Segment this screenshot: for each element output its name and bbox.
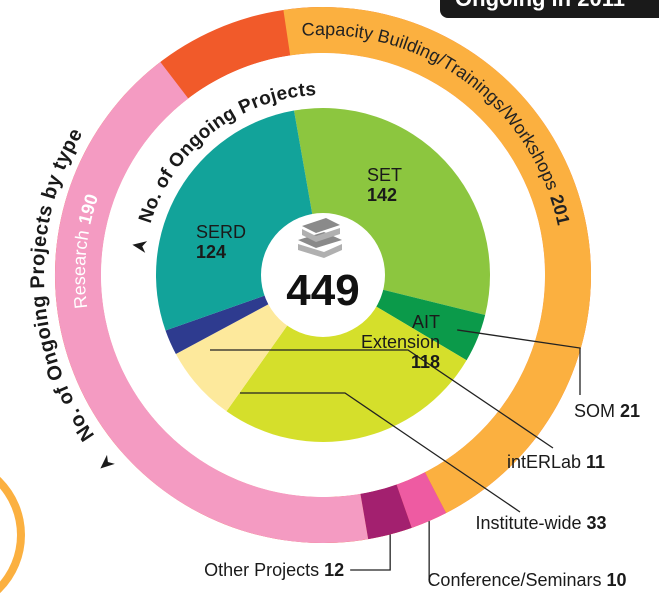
label-name: Other Projects (204, 560, 319, 580)
leader-label: intERLab 11 (507, 452, 605, 472)
slice-name: AIT Extension (360, 312, 440, 352)
badge (440, 0, 659, 18)
slice-label: SERD 124 (196, 222, 276, 262)
slice-value: 142 (367, 185, 398, 205)
label-name: intERLab (507, 452, 581, 472)
label-value: 33 (587, 513, 607, 533)
leader-line (350, 534, 391, 571)
label-value: 11 (586, 452, 605, 472)
leader-line (210, 349, 554, 449)
slice-name: SET (367, 165, 403, 185)
label-value: 12 (324, 560, 344, 580)
leader-line (457, 329, 581, 395)
slice-name: SERD (196, 222, 247, 242)
leader-label: Conference/Seminars 10 (427, 570, 626, 590)
label-value: 10 (607, 570, 627, 590)
arrow (132, 241, 148, 253)
book (298, 244, 342, 258)
slice-label: AIT Extension 118 (350, 312, 440, 372)
leader-label: SOM 21 (574, 401, 640, 421)
book (302, 228, 340, 242)
badge-text: Ongoing in 2011 (455, 0, 625, 11)
leader-line (240, 392, 521, 513)
leader-label: Other Projects 12 (204, 560, 344, 580)
slice-value: 124 (196, 242, 227, 262)
arrow (100, 454, 115, 469)
ring-segment (283, 7, 591, 514)
label-name: Conference/Seminars (427, 570, 601, 590)
ring-segment (54, 61, 369, 543)
total: 449 (286, 266, 359, 315)
label-name: SOM (574, 401, 615, 421)
slice-value: 118 (410, 352, 440, 372)
pie-slice (226, 275, 467, 443)
decor-circle-inner (0, 488, 17, 582)
book-icon (298, 218, 342, 258)
label-name: Institute-wide (475, 513, 581, 533)
center-hole (261, 213, 385, 337)
book (302, 218, 340, 233)
ring-segment (396, 472, 447, 528)
ring-segment (360, 484, 412, 540)
label-value: 21 (620, 401, 640, 421)
leader-label: Institute-wide 33 (475, 513, 606, 533)
slice-label: SET 142 (367, 165, 447, 205)
